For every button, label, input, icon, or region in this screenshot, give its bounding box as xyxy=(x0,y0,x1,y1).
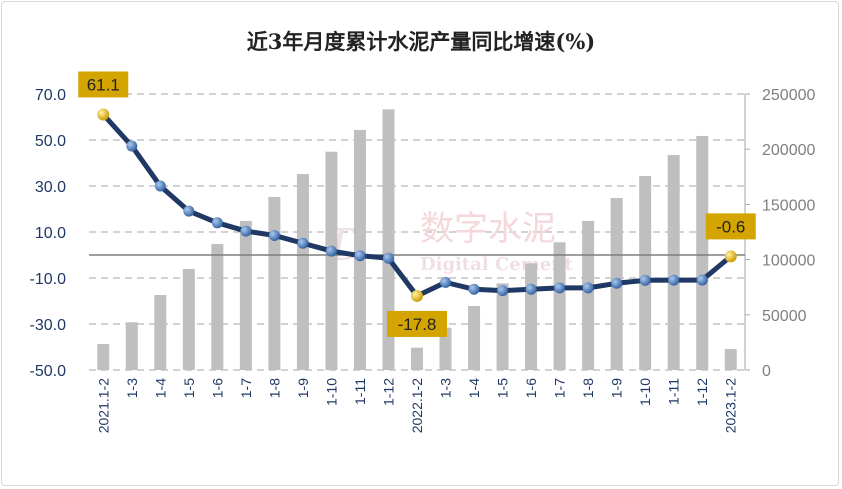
bar xyxy=(154,295,167,370)
bar xyxy=(639,176,652,370)
line-point xyxy=(468,283,480,295)
line-point xyxy=(611,277,623,289)
line-point xyxy=(639,274,651,286)
right-axis-tick-label: 200000 xyxy=(762,142,815,159)
left-axis-tick-label: 30.0 xyxy=(35,179,66,196)
right-axis-tick-label: 50000 xyxy=(762,308,807,325)
line-point xyxy=(154,180,166,192)
x-axis-tick-label: 1-5 xyxy=(495,378,511,398)
bar xyxy=(382,109,395,371)
x-axis-tick-label: 1-3 xyxy=(438,378,454,398)
bar xyxy=(182,268,195,370)
left-axis-tick-label: 10.0 xyxy=(35,225,66,242)
line-point xyxy=(240,225,252,237)
x-axis-tick-label: 1-9 xyxy=(609,378,625,398)
line-point xyxy=(554,282,566,294)
bar xyxy=(582,220,595,370)
data-label-box xyxy=(387,310,447,337)
x-axis-tick-label: 1-3 xyxy=(124,378,140,398)
x-axis-tick-label: 1-8 xyxy=(266,378,282,398)
x-axis-tick-label: 1-7 xyxy=(238,378,254,398)
data-label: -0.6 xyxy=(716,217,745,236)
growth-line xyxy=(101,112,733,299)
line-point xyxy=(211,217,223,229)
bar xyxy=(125,322,138,370)
bar xyxy=(468,305,481,370)
line-point xyxy=(126,140,138,152)
bar xyxy=(97,344,110,370)
x-axis-tick-label: 1-12 xyxy=(380,378,396,406)
line-point xyxy=(497,285,509,297)
bar xyxy=(696,135,709,370)
x-axis-tick-label: 1-10 xyxy=(637,378,653,406)
left-axis-tick-label: -10.0 xyxy=(30,271,67,288)
highlight-point xyxy=(724,250,737,263)
bar xyxy=(239,220,252,370)
bar xyxy=(353,129,366,370)
bar xyxy=(439,327,452,370)
highlight-point xyxy=(411,289,423,302)
watermark-cn: 数字水泥 xyxy=(420,209,556,249)
x-axis-tick-label: 2021.1-2 xyxy=(95,378,111,433)
x-axis-tick-label: 1-9 xyxy=(295,378,311,398)
x-axis-tick-label: 1-6 xyxy=(523,378,539,398)
line-point xyxy=(668,274,680,286)
line-point xyxy=(440,276,452,288)
line-point xyxy=(582,282,594,294)
x-axis-tick-label: 1-4 xyxy=(152,378,168,398)
line-point xyxy=(268,229,280,241)
left-axis-tick-label: 50.0 xyxy=(35,133,66,150)
bar xyxy=(667,155,680,370)
x-axis-tick-label: 1-11 xyxy=(666,378,682,405)
data-label: -17.8 xyxy=(398,315,437,334)
data-label: 61.1 xyxy=(87,75,120,94)
bar xyxy=(553,242,566,370)
right-axis-tick-label: 150000 xyxy=(762,197,815,214)
bar xyxy=(411,347,423,370)
x-axis-tick-label: 1-7 xyxy=(552,378,568,398)
bar xyxy=(211,244,224,370)
left-axis-tick-label: -50.0 xyxy=(30,363,67,380)
bar xyxy=(525,263,538,370)
data-label-box xyxy=(78,71,129,98)
x-axis-tick-label: 2022.1-2 xyxy=(409,378,425,433)
bar xyxy=(496,283,509,370)
line-point xyxy=(382,252,394,264)
bar xyxy=(325,151,338,370)
x-axis-tick-label: 2023.1-2 xyxy=(723,378,739,433)
x-axis-tick-label: 1-6 xyxy=(209,378,225,398)
left-axis-tick-label: -30.0 xyxy=(30,317,67,334)
data-label-box xyxy=(705,213,756,240)
watermark-en: Digital Cement xyxy=(420,254,573,275)
line-point xyxy=(183,205,195,217)
bar xyxy=(296,174,309,370)
chart-title: 近3年月度累计水泥产量同比增速(%) xyxy=(246,29,596,54)
right-axis-tick-label: 100000 xyxy=(762,253,815,270)
x-axis-tick-label: 1-8 xyxy=(580,378,596,398)
x-axis-tick-label: 1-12 xyxy=(694,378,710,406)
x-axis-tick-label: 1-11 xyxy=(352,378,368,405)
line-point xyxy=(525,283,537,295)
line-point xyxy=(354,250,366,262)
x-axis-tick-label: 1-4 xyxy=(466,378,482,398)
highlight-point xyxy=(97,108,110,121)
bar xyxy=(268,197,281,370)
line-point xyxy=(696,274,708,286)
x-axis-tick-label: 1-5 xyxy=(181,378,197,398)
right-axis-tick-label: 250000 xyxy=(762,87,815,104)
line-point xyxy=(297,237,309,249)
bar xyxy=(724,349,737,370)
left-axis-tick-label: 70.0 xyxy=(35,87,66,104)
line-point xyxy=(325,245,337,257)
x-axis-tick-label: 1-10 xyxy=(323,378,339,406)
right-axis-tick-label: 0 xyxy=(762,363,771,380)
